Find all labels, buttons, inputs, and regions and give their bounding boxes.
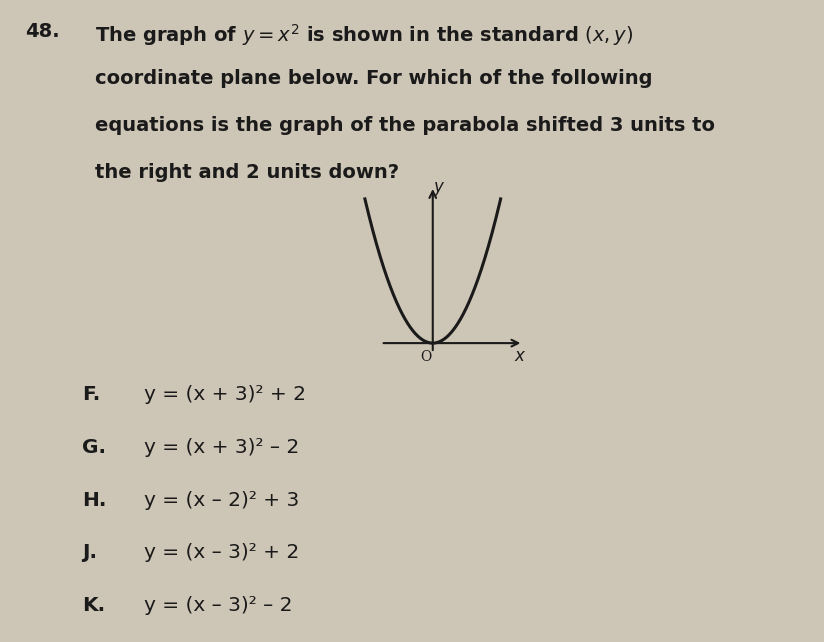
- Text: G.: G.: [82, 438, 106, 457]
- Text: y = (x – 3)² + 2: y = (x – 3)² + 2: [144, 543, 299, 562]
- Text: $y$: $y$: [433, 180, 446, 198]
- Text: coordinate plane below. For which of the following: coordinate plane below. For which of the…: [95, 69, 653, 89]
- Text: K.: K.: [82, 596, 105, 615]
- Text: y = (x + 3)² – 2: y = (x + 3)² – 2: [144, 438, 299, 457]
- Text: the right and 2 units down?: the right and 2 units down?: [95, 163, 399, 182]
- Text: J.: J.: [82, 543, 97, 562]
- Text: y = (x + 3)² + 2: y = (x + 3)² + 2: [144, 385, 307, 404]
- Text: $x$: $x$: [514, 348, 527, 365]
- Text: y = (x – 3)² – 2: y = (x – 3)² – 2: [144, 596, 293, 615]
- Text: equations is the graph of the parabola shifted 3 units to: equations is the graph of the parabola s…: [95, 116, 714, 135]
- Text: O: O: [420, 350, 431, 364]
- Text: The graph of $y = x^2$ is shown in the standard $(x,y)$: The graph of $y = x^2$ is shown in the s…: [95, 22, 634, 48]
- Text: y = (x – 2)² + 3: y = (x – 2)² + 3: [144, 490, 299, 510]
- Text: F.: F.: [82, 385, 101, 404]
- Text: H.: H.: [82, 490, 107, 510]
- Text: 48.: 48.: [25, 22, 59, 42]
